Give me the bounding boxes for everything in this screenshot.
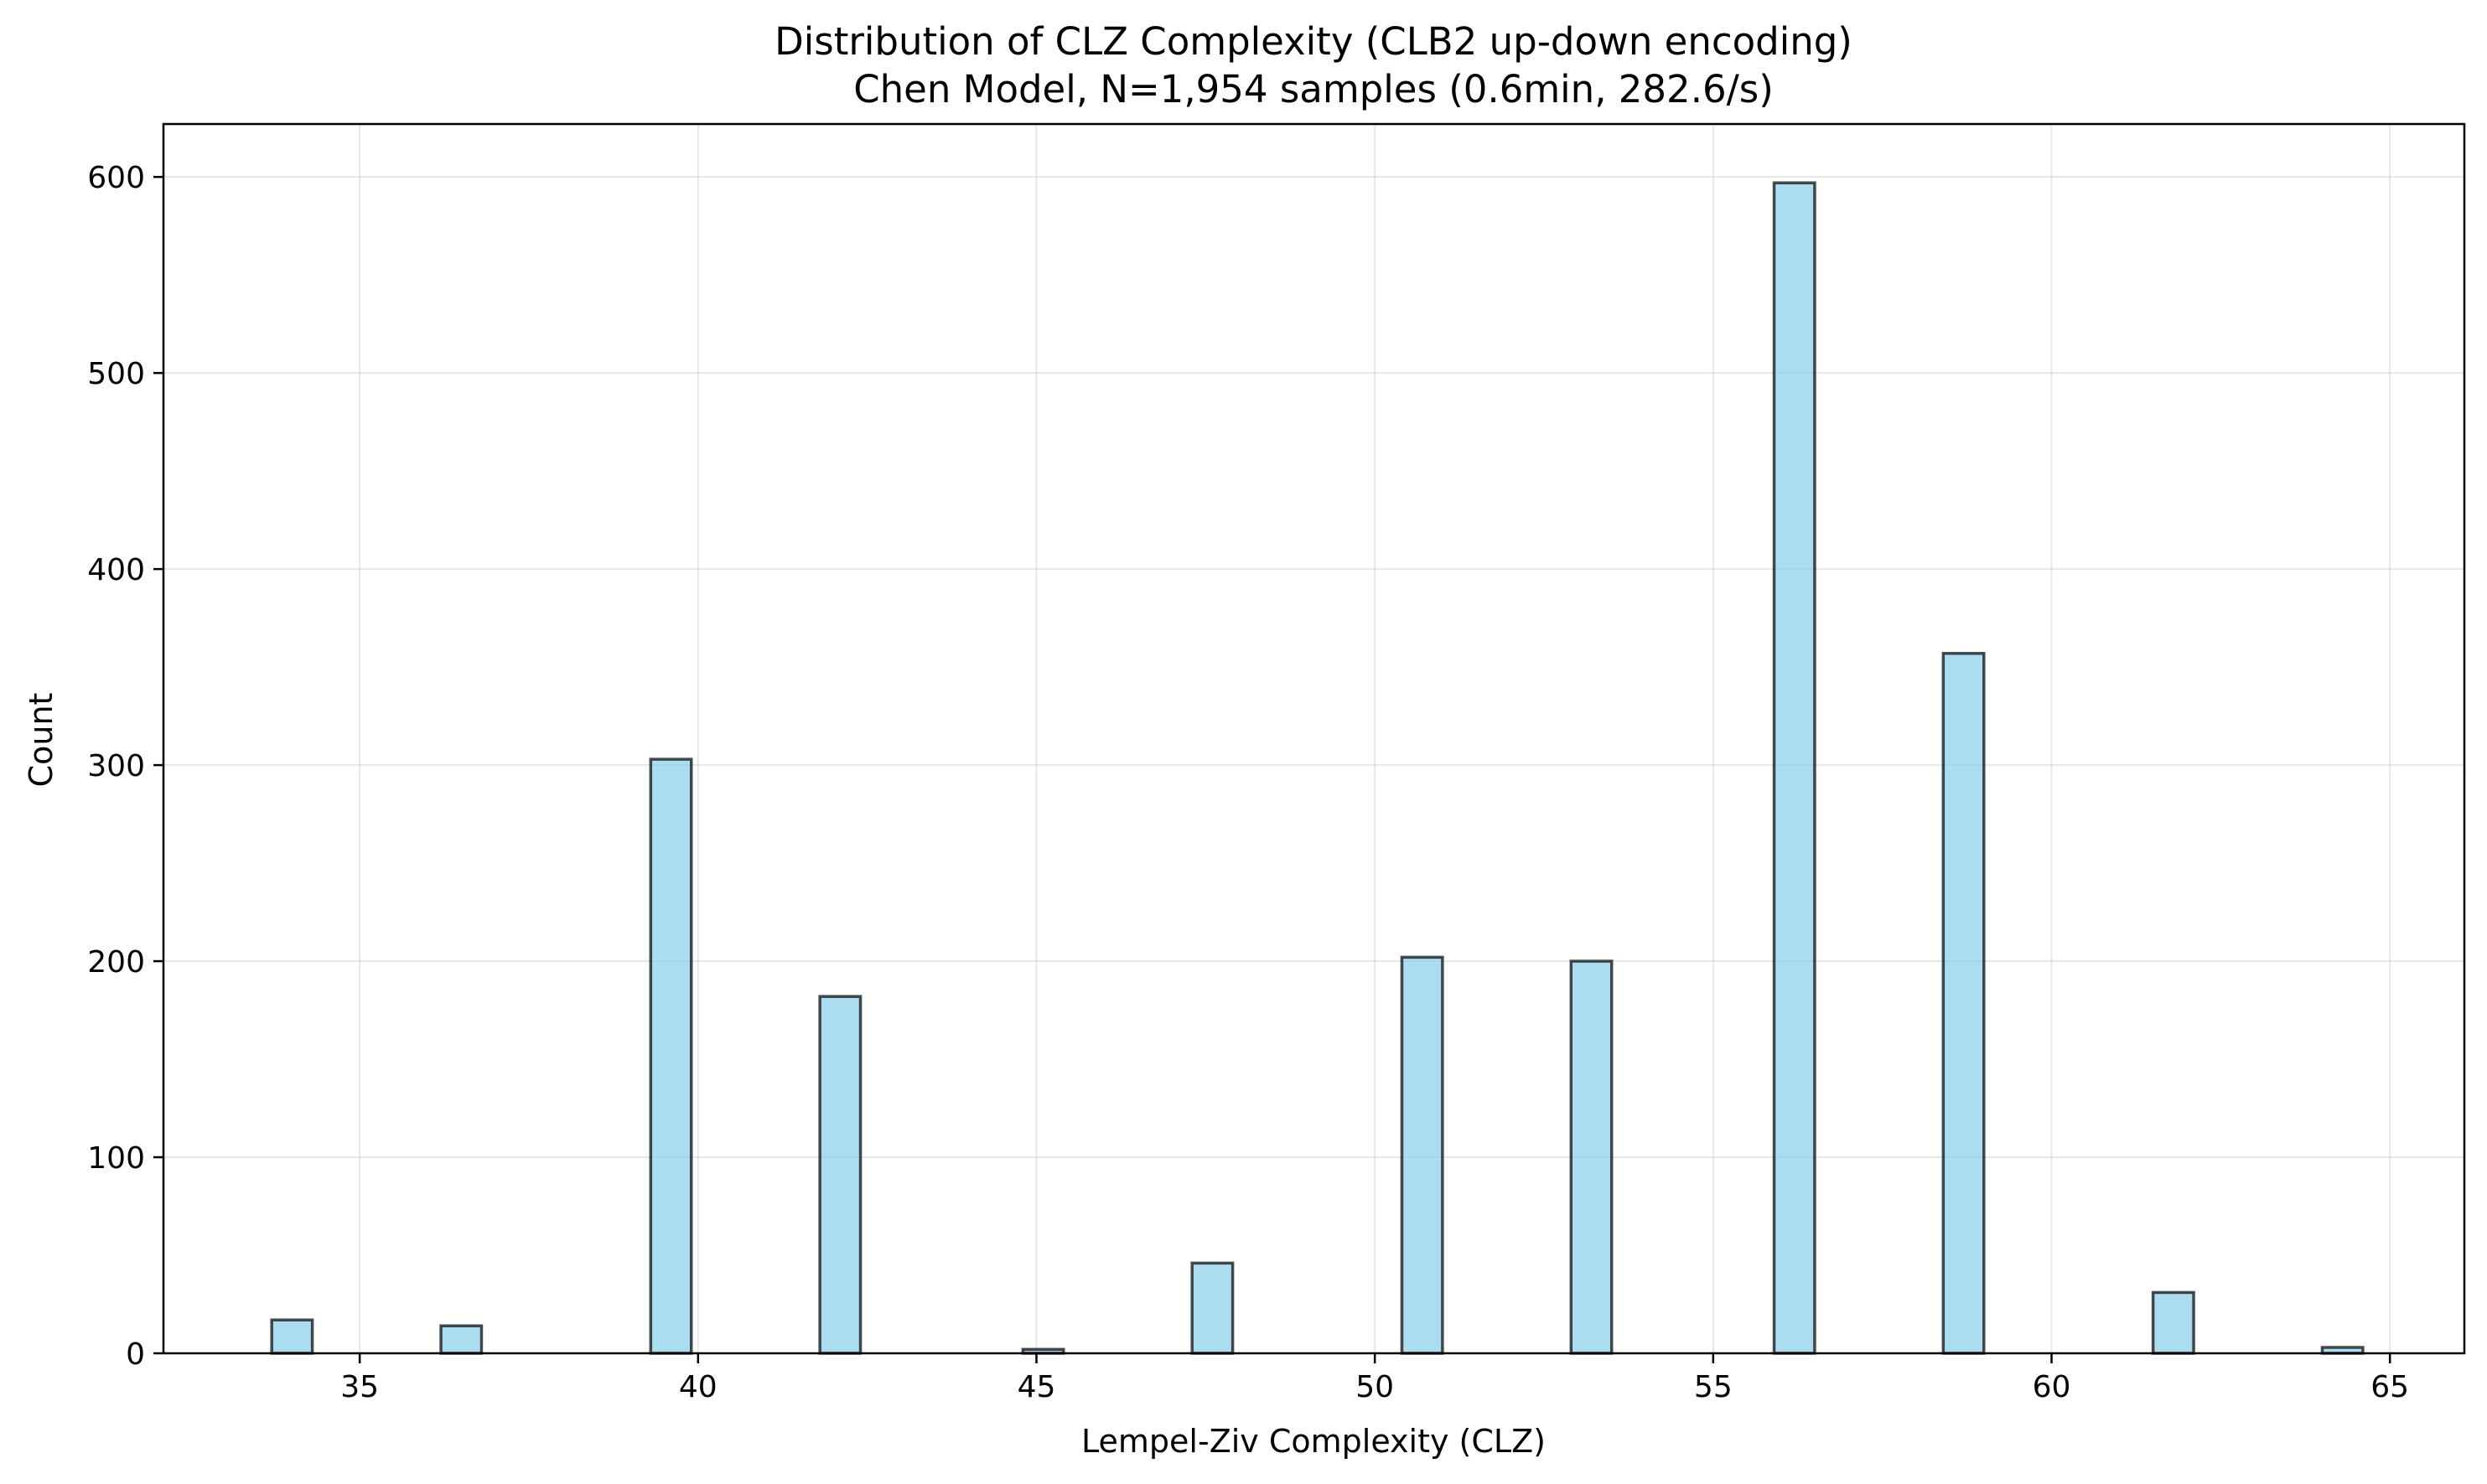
histogram-bar	[2151, 1290, 2195, 1355]
x-tick-label: 40	[679, 1370, 718, 1404]
histogram-bar	[1569, 959, 1614, 1355]
x-tick-label: 60	[2033, 1370, 2071, 1404]
x-tick-label: 55	[1694, 1370, 1733, 1404]
histogram-bar	[439, 1324, 484, 1355]
histogram-bar	[818, 995, 863, 1355]
plot-frame	[162, 122, 2466, 1355]
chart-subtitle: Chen Model, N=1,954 samples (0.6min, 282…	[853, 67, 1774, 111]
axis-ticks: 35 40 45 50 55 60 65 0 100 200 300 400 500 600	[87, 161, 2409, 1404]
y-tick-label: 0	[126, 1337, 145, 1372]
histogram-bar	[1941, 651, 1986, 1355]
histogram-bar	[1772, 181, 1816, 1355]
y-tick-label: 300	[87, 749, 145, 783]
bars	[270, 181, 2365, 1355]
x-tick-label: 50	[1355, 1370, 1394, 1404]
histogram-bar	[649, 758, 693, 1355]
y-tick-label: 500	[87, 357, 145, 391]
histogram-bar	[270, 1318, 314, 1355]
chart-title: Distribution of CLZ Complexity (CLB2 up-…	[775, 19, 1852, 64]
y-tick-label: 200	[87, 945, 145, 980]
y-tick-label: 400	[87, 553, 145, 587]
y-tick-label: 100	[87, 1141, 145, 1176]
grid-lines	[163, 124, 2464, 1354]
y-axis-label: Count	[23, 693, 60, 788]
x-tick-label: 35	[340, 1370, 379, 1404]
x-tick-label: 65	[2370, 1370, 2409, 1404]
histogram-bar	[1190, 1261, 1235, 1355]
y-tick-label: 600	[87, 161, 145, 195]
x-tick-label: 45	[1018, 1370, 1056, 1404]
x-axis-label: Lempel-Ziv Complexity (CLZ)	[1081, 1423, 1546, 1460]
histogram-bar	[1400, 955, 1444, 1355]
